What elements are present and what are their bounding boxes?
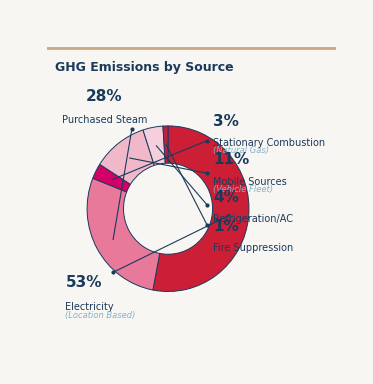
Text: 28%: 28% <box>86 89 123 104</box>
Wedge shape <box>163 126 168 163</box>
Wedge shape <box>153 126 249 291</box>
Text: GHG Emissions by Source: GHG Emissions by Source <box>55 61 234 74</box>
Text: (Natural Gas): (Natural Gas) <box>213 146 269 155</box>
Text: 3%: 3% <box>213 114 239 129</box>
Text: 11%: 11% <box>213 152 249 167</box>
Text: 53%: 53% <box>65 275 102 290</box>
Wedge shape <box>100 130 154 184</box>
Text: Fire Suppression: Fire Suppression <box>213 243 293 253</box>
Text: Purchased Steam: Purchased Steam <box>62 115 147 125</box>
Text: 1%: 1% <box>213 219 239 234</box>
Text: Mobile Sources: Mobile Sources <box>213 177 286 187</box>
Wedge shape <box>93 164 131 192</box>
Text: (Location Based): (Location Based) <box>65 311 136 320</box>
Text: (Vehicle Fleet): (Vehicle Fleet) <box>213 185 273 194</box>
Text: Electricity: Electricity <box>65 302 114 312</box>
Text: Refrigeration/AC: Refrigeration/AC <box>213 214 293 224</box>
Text: Stationary Combustion: Stationary Combustion <box>213 138 325 148</box>
Wedge shape <box>143 126 165 166</box>
Wedge shape <box>87 178 160 290</box>
Text: 4%: 4% <box>213 190 239 205</box>
